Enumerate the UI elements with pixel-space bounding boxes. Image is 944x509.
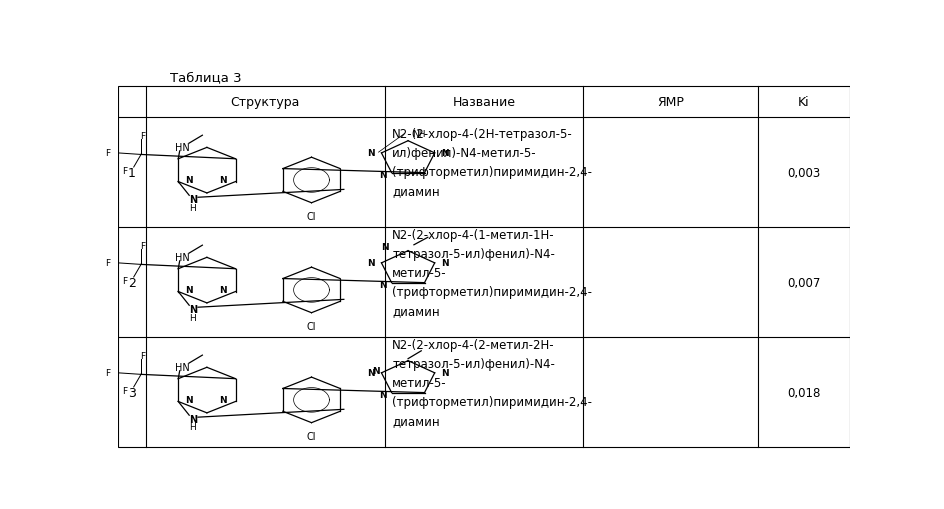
Text: Структура: Структура xyxy=(230,96,300,109)
Text: 0,003: 0,003 xyxy=(787,166,820,179)
Text: N: N xyxy=(186,176,194,185)
Text: 1: 1 xyxy=(128,166,136,179)
Text: N: N xyxy=(367,368,375,377)
Text: Название: Название xyxy=(452,96,515,109)
Text: F: F xyxy=(140,132,145,141)
Text: N: N xyxy=(381,243,389,252)
Text: ЯМР: ЯМР xyxy=(657,96,683,109)
Text: N: N xyxy=(441,149,448,158)
Text: N2-(2-хлор-4-(2-метил-2Н-
тетразол-5-ил)фенил)-N4-
метил-5-
(трифторметил)пирими: N2-(2-хлор-4-(2-метил-2Н- тетразол-5-ил)… xyxy=(393,338,592,427)
Text: F: F xyxy=(105,259,110,267)
Text: N: N xyxy=(441,259,448,268)
Text: F: F xyxy=(122,166,126,175)
Text: N: N xyxy=(186,395,194,405)
Text: N2-(2-хлор-4-(2Н-тетразол-5-
ил)фенил)-N4-метил-5-
(трифторметил)пиримидин-2,4-
: N2-(2-хлор-4-(2Н-тетразол-5- ил)фенил)-N… xyxy=(393,128,592,198)
Text: Cl: Cl xyxy=(307,432,316,441)
Text: Cl: Cl xyxy=(307,212,316,222)
Text: H: H xyxy=(190,422,196,432)
Text: 2: 2 xyxy=(128,276,136,289)
Text: N: N xyxy=(189,414,197,425)
Text: N: N xyxy=(219,176,227,185)
Text: N: N xyxy=(379,171,387,180)
Text: Таблица 3: Таблица 3 xyxy=(170,71,242,84)
Text: N: N xyxy=(441,369,448,378)
Text: N: N xyxy=(219,395,227,405)
Text: N2-(2-хлор-4-(1-метил-1Н-
тетразол-5-ил)фенил)-N4-
метил-5-
(трифторметил)пирими: N2-(2-хлор-4-(1-метил-1Н- тетразол-5-ил)… xyxy=(393,229,592,317)
Text: N: N xyxy=(189,195,197,205)
Text: H: H xyxy=(190,313,196,322)
Text: NH: NH xyxy=(412,130,425,139)
Text: F: F xyxy=(140,351,145,360)
Text: F: F xyxy=(140,242,145,250)
Text: HN: HN xyxy=(175,362,189,372)
Text: N: N xyxy=(367,258,375,267)
Text: F: F xyxy=(122,276,126,285)
Text: 3: 3 xyxy=(128,386,136,399)
Text: Cl: Cl xyxy=(307,322,316,332)
Text: N: N xyxy=(379,390,387,399)
Text: N: N xyxy=(189,304,197,315)
Text: F: F xyxy=(105,149,110,158)
Text: HN: HN xyxy=(175,252,189,263)
Text: F: F xyxy=(122,386,126,395)
Text: N: N xyxy=(219,286,227,295)
Text: 0,018: 0,018 xyxy=(787,386,820,399)
Text: HN: HN xyxy=(175,143,189,153)
Text: N: N xyxy=(367,148,375,157)
Text: N: N xyxy=(186,286,194,295)
Text: N: N xyxy=(372,366,379,376)
Text: 0,007: 0,007 xyxy=(787,276,820,289)
Text: Ki: Ki xyxy=(798,96,810,109)
Text: F: F xyxy=(105,368,110,377)
Text: H: H xyxy=(190,203,196,212)
Text: N: N xyxy=(379,280,387,290)
